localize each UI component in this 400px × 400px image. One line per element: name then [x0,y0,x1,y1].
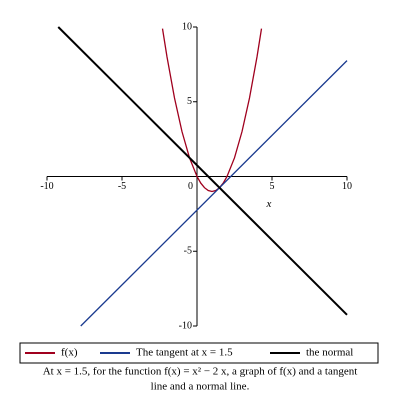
x-tick-label: 10 [342,181,352,192]
caption: line and a normal line. [151,381,250,393]
curve [80,60,348,327]
curve [161,28,263,193]
y-tick-label: -10 [179,320,192,331]
x-tick-label: 0 [188,181,193,192]
legend-label: the normal [306,347,353,359]
legend-label: The tangent at x = 1.5 [136,347,233,359]
caption: At x = 1.5, for the function f(x) = x² −… [43,366,358,378]
x-tick-label: -5 [118,181,126,192]
y-tick-label: 10 [182,21,192,32]
legend-label: f(x) [61,347,78,359]
curve [57,26,348,316]
x-tick-label: 5 [270,181,275,192]
y-tick-label: -5 [184,246,192,257]
x-tick-label: -10 [40,181,53,192]
y-tick-label: 5 [187,96,192,107]
legend-box [19,342,379,364]
x-axis-label: x [266,198,272,210]
